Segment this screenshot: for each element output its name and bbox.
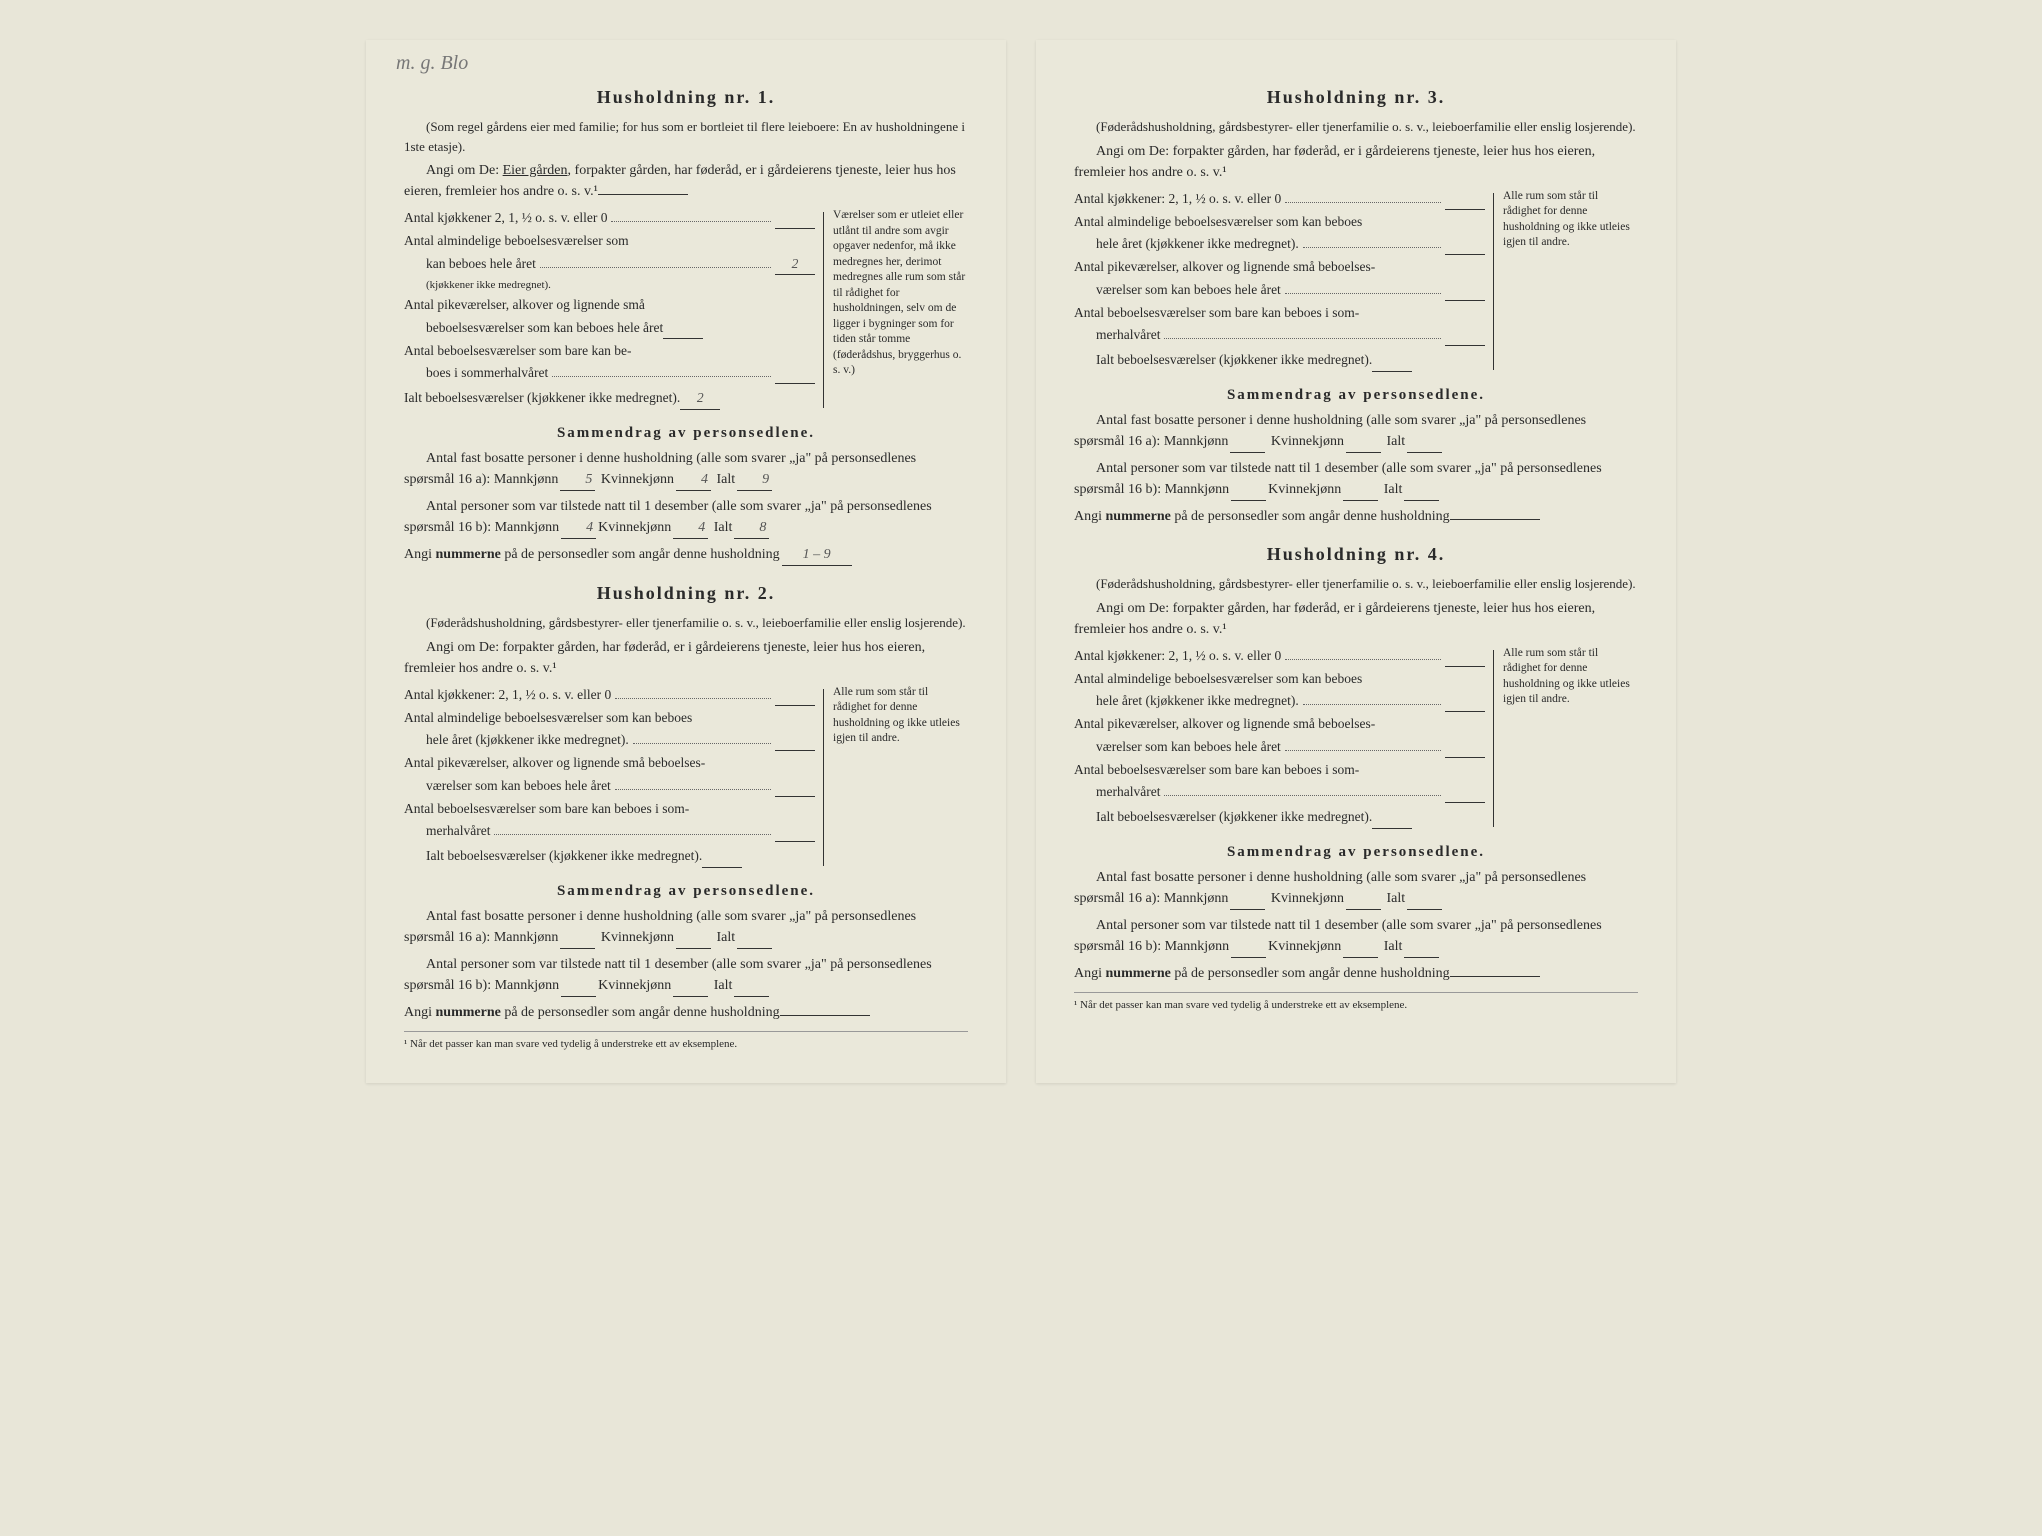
right-page: Husholdning nr. 3. (Føderådshusholdning,… [1036,40,1676,1083]
h3-present: Antal personer som var tilstede natt til… [1074,458,1638,501]
h1-title: Husholdning nr. 1. [404,84,968,111]
h3-kvinne-a[interactable] [1346,431,1381,453]
h3-mann-b[interactable] [1231,479,1266,501]
h4-residents: Antal fast bosatte personer i denne hush… [1074,867,1638,910]
h1-rooms: Antal almindelige beboelsesværelser som [404,231,629,251]
h3-total-field[interactable] [1372,350,1412,371]
h3-aside: Alle rum som står til rådighet for denne… [1493,189,1638,374]
h3-residents: Antal fast bosatte personer i denne hush… [1074,410,1638,453]
h1-aside: Værelser som er utleiet eller utlånt til… [823,208,968,412]
h4-ialt-b[interactable] [1404,936,1439,958]
h3-kitchens-field[interactable] [1445,189,1485,210]
h4-form: Antal kjøkkener: 2, 1, ½ o. s. v. eller … [1074,646,1638,831]
h2-ialt-a[interactable] [737,927,772,949]
h2-subtitle: (Føderådshusholdning, gårdsbestyrer- ell… [404,613,968,633]
h2-summer-field[interactable] [775,821,815,842]
h1-summary-title: Sammendrag av personsedlene. [404,422,968,445]
h3-rooms-field[interactable] [1445,234,1485,255]
h2-kvinne-a[interactable] [676,927,711,949]
h1-ialt-a[interactable]: 9 [737,469,772,491]
h1-kvinne-b[interactable]: 4 [673,517,708,539]
h4-subtitle: (Føderådshusholdning, gårdsbestyrer- ell… [1074,574,1638,594]
h2-title: Husholdning nr. 2. [404,580,968,607]
h1-kvinne-a[interactable]: 4 [676,469,711,491]
h4-aside: Alle rum som står til rådighet for denne… [1493,646,1638,831]
h4-angi: Angi om De: forpakter gården, har føderå… [1074,598,1638,640]
h1-subtitle: (Som regel gårdens eier med familie; for… [404,117,968,156]
h2-mann-a[interactable] [560,927,595,949]
footnote-right: ¹ Når det passer kan man svare ved tydel… [1074,992,1638,1014]
h2-summary-title: Sammendrag av personsedlene. [404,880,968,903]
h2-maid-field[interactable] [775,776,815,797]
h2-mann-b[interactable] [561,975,596,997]
h1-rooms-field[interactable]: 2 [775,254,815,275]
h3-kvinne-b[interactable] [1343,479,1378,501]
h4-total-field[interactable] [1372,807,1412,828]
h1-mann-b[interactable]: 4 [561,517,596,539]
h1-numbers: Angi nummerne på de personsedler som ang… [404,544,968,566]
h1-mann-a[interactable]: 5 [560,469,595,491]
h1-present: Antal personer som var tilstede natt til… [404,496,968,539]
h3-title: Husholdning nr. 3. [1074,84,1638,111]
h4-ialt-a[interactable] [1407,888,1442,910]
h4-present: Antal personer som var tilstede natt til… [1074,915,1638,958]
h3-mann-a[interactable] [1230,431,1265,453]
h2-angi: Angi om De: forpakter gården, har føderå… [404,637,968,679]
h1-residents: Antal fast bosatte personer i denne hush… [404,448,968,491]
h3-maid-field[interactable] [1445,280,1485,301]
h2-residents: Antal fast bosatte personer i denne hush… [404,906,968,949]
h3-ialt-a[interactable] [1407,431,1442,453]
h2-present: Antal personer som var tilstede natt til… [404,954,968,997]
h4-numbers: Angi nummerne på de personsedler som ang… [1074,963,1638,984]
h2-kvinne-b[interactable] [673,975,708,997]
h3-summary-title: Sammendrag av personsedlene. [1074,384,1638,407]
h1-form: Antal kjøkkener 2, 1, ½ o. s. v. eller 0… [404,208,968,412]
h4-summer-field[interactable] [1445,782,1485,803]
footnote-left: ¹ Når det passer kan man svare ved tydel… [404,1031,968,1053]
h1-ialt-b[interactable]: 8 [734,517,769,539]
h2-kitchens-field[interactable] [775,685,815,706]
h3-numbers: Angi nummerne på de personsedler som ang… [1074,506,1638,527]
h1-kitchens: Antal kjøkkener 2, 1, ½ o. s. v. eller 0 [404,208,607,228]
h1-kitchens-field[interactable] [775,208,815,229]
h2-ialt-b[interactable] [734,975,769,997]
h3-ialt-b[interactable] [1404,479,1439,501]
h2-numbers: Angi nummerne på de personsedler som ang… [404,1002,968,1023]
h2-aside: Alle rum som står til rådighet for denne… [823,685,968,870]
h1-total: Ialt beboelsesværelser (kjøkkener ikke m… [404,388,680,408]
h1-maid-field[interactable] [663,318,703,339]
h4-kitchens-field[interactable] [1445,646,1485,667]
h4-rooms-field[interactable] [1445,691,1485,712]
h1-angi: Angi om De: Eier gården, forpakter gårde… [404,160,968,202]
h3-subtitle: (Føderådshusholdning, gårdsbestyrer- ell… [1074,117,1638,137]
h3-form: Antal kjøkkener: 2, 1, ½ o. s. v. eller … [1074,189,1638,374]
h4-kvinne-b[interactable] [1343,936,1378,958]
h4-summary-title: Sammendrag av personsedlene. [1074,841,1638,864]
h4-title: Husholdning nr. 4. [1074,541,1638,568]
left-page: m. g. Blo Husholdning nr. 1. (Som regel … [366,40,1006,1083]
h2-rooms-field[interactable] [775,730,815,751]
h4-kvinne-a[interactable] [1346,888,1381,910]
h4-mann-b[interactable] [1231,936,1266,958]
h1-total-field[interactable]: 2 [680,388,720,409]
h3-angi: Angi om De: forpakter gården, har føderå… [1074,141,1638,183]
h3-summer-field[interactable] [1445,325,1485,346]
h1-summer-field[interactable] [775,363,815,384]
h2-total-field[interactable] [702,846,742,867]
h4-numbers-field[interactable] [1450,976,1540,977]
h1-numbers-field[interactable]: 1 – 9 [782,544,852,566]
h2-numbers-field[interactable] [780,1015,870,1016]
h2-form: Antal kjøkkener: 2, 1, ½ o. s. v. eller … [404,685,968,870]
h3-numbers-field[interactable] [1450,519,1540,520]
handwritten-note: m. g. Blo [396,48,468,78]
h4-mann-a[interactable] [1230,888,1265,910]
h4-maid-field[interactable] [1445,737,1485,758]
